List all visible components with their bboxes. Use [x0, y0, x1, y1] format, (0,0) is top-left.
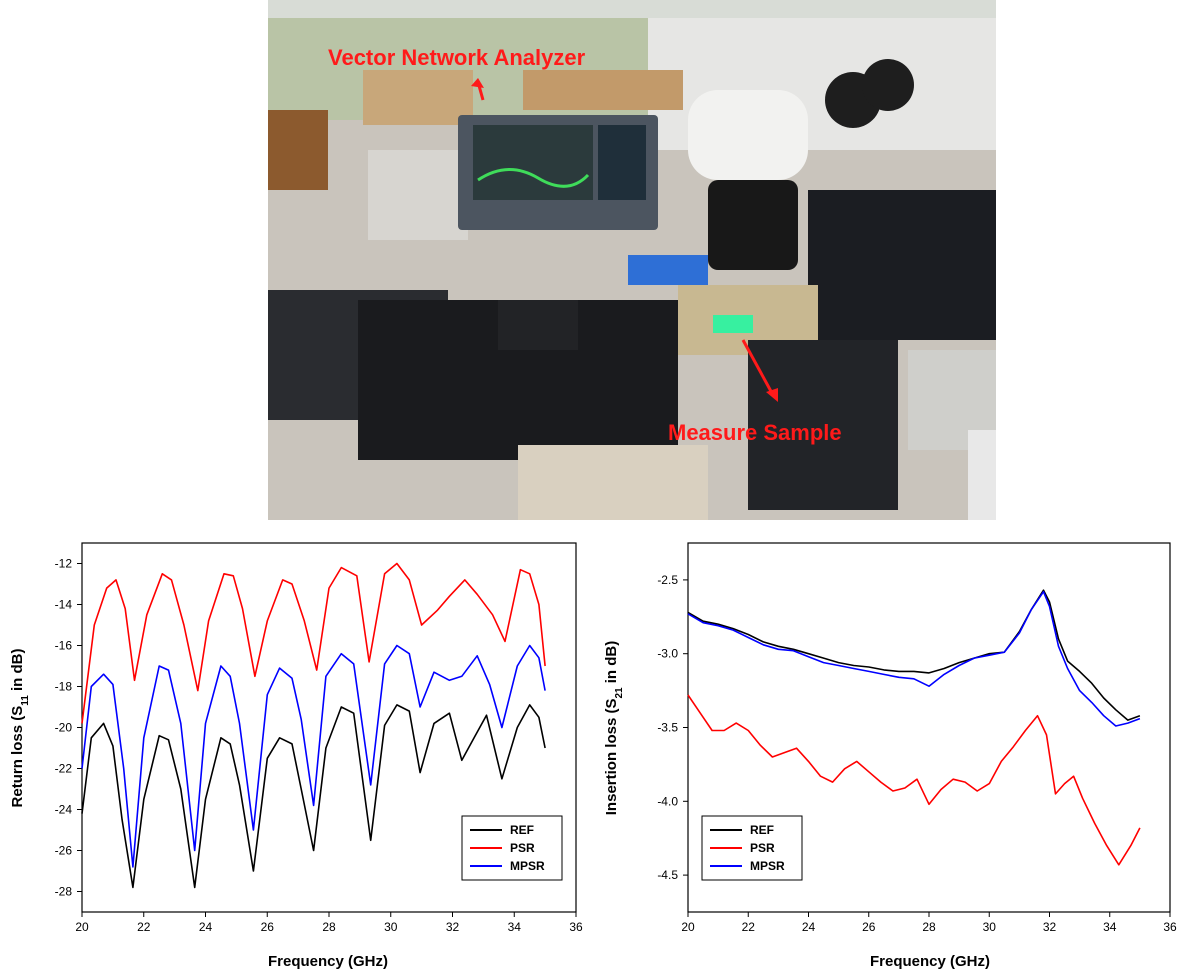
y-tick-label: -18: [55, 680, 73, 694]
series-line-mpsr: [81, 644, 546, 868]
x-tick-label: 32: [446, 920, 460, 934]
y-tick-label: -4.5: [657, 868, 678, 882]
y-ticks: -2.5 -3.0 -3.5 -4.0 -4.5: [657, 573, 688, 882]
series-lines: [687, 589, 1141, 866]
x-tick-label: 36: [569, 920, 583, 934]
x-tick-label: 28: [922, 920, 936, 934]
x-tick-label: 26: [862, 920, 876, 934]
x-tick-label: 24: [199, 920, 213, 934]
x-ticks: 20 22 24 26 28 30 32 34 36: [681, 912, 1177, 934]
x-axis-title: Frequency (GHz): [268, 953, 388, 970]
series-line-ref: [687, 589, 1141, 721]
series-line-ref: [81, 704, 546, 889]
y-tick-label: -4.0: [657, 794, 678, 808]
x-tick-label: 22: [742, 920, 756, 934]
y-tick-label: -20: [55, 721, 73, 735]
y-tick-label: -12: [55, 557, 73, 571]
legend-label: PSR: [510, 841, 535, 855]
x-tick-label: 24: [802, 920, 816, 934]
return-loss-chart: 20 22 24 26 28 30 32 34 36 -12 -14 -16 -18 -20 -22 -24…: [9, 542, 583, 970]
vna-label: Vector Network Analyzer: [328, 45, 586, 70]
y-axis-title: Return loss (S11 in dB): [9, 649, 31, 808]
x-tick-label: 22: [137, 920, 151, 934]
x-tick-label: 30: [983, 920, 997, 934]
y-tick-label: -16: [55, 639, 73, 653]
y-axis-title: Insertion loss (S21 in dB): [603, 641, 625, 815]
y-tick-label: -2.5: [657, 573, 678, 587]
legend-label: MPSR: [750, 859, 785, 873]
y-tick-label: -24: [55, 803, 73, 817]
x-tick-label: 32: [1043, 920, 1057, 934]
y-tick-label: -22: [55, 762, 73, 776]
legend: REF PSR MPSR: [461, 815, 563, 881]
sample-label: Measure Sample: [668, 420, 842, 445]
x-tick-label: 26: [261, 920, 275, 934]
legend-label: PSR: [750, 841, 775, 855]
x-tick-label: 36: [1163, 920, 1177, 934]
y-tick-label: -26: [55, 844, 73, 858]
x-tick-label: 34: [508, 920, 522, 934]
y-ticks: -12 -14 -16 -18 -20 -22 -24 -26 -28: [55, 557, 82, 899]
x-tick-label: 28: [322, 920, 336, 934]
legend-label: REF: [510, 823, 534, 837]
insertion-loss-chart: 20 22 24 26 28 30 32 34 36 -2.5-3.0-3.5-4.0-4.5 …: [603, 542, 1177, 970]
x-ticks: 20 22 24 26 28 30 32 34 36: [75, 912, 583, 934]
series-lines: [81, 562, 546, 889]
series-line-psr: [81, 562, 546, 724]
x-tick-label: 34: [1103, 920, 1117, 934]
x-tick-label: 20: [681, 920, 695, 934]
series-line-mpsr: [687, 590, 1141, 727]
y-tick-label: -28: [55, 885, 73, 899]
legend-label: MPSR: [510, 859, 545, 873]
legend: REF PSR MPSR: [701, 815, 803, 881]
series-line-psr: [687, 694, 1141, 866]
x-tick-label: 30: [384, 920, 398, 934]
y-tick-label: -3.0: [657, 647, 678, 661]
x-axis-title: Frequency (GHz): [870, 953, 990, 970]
legend-label: REF: [750, 823, 774, 837]
y-tick-label: -3.5: [657, 721, 678, 735]
measurement-setup-photo: Vector Network Analyzer Measure Sample: [268, 0, 996, 520]
x-tick-label: 20: [75, 920, 89, 934]
y-tick-label: -14: [55, 598, 73, 612]
